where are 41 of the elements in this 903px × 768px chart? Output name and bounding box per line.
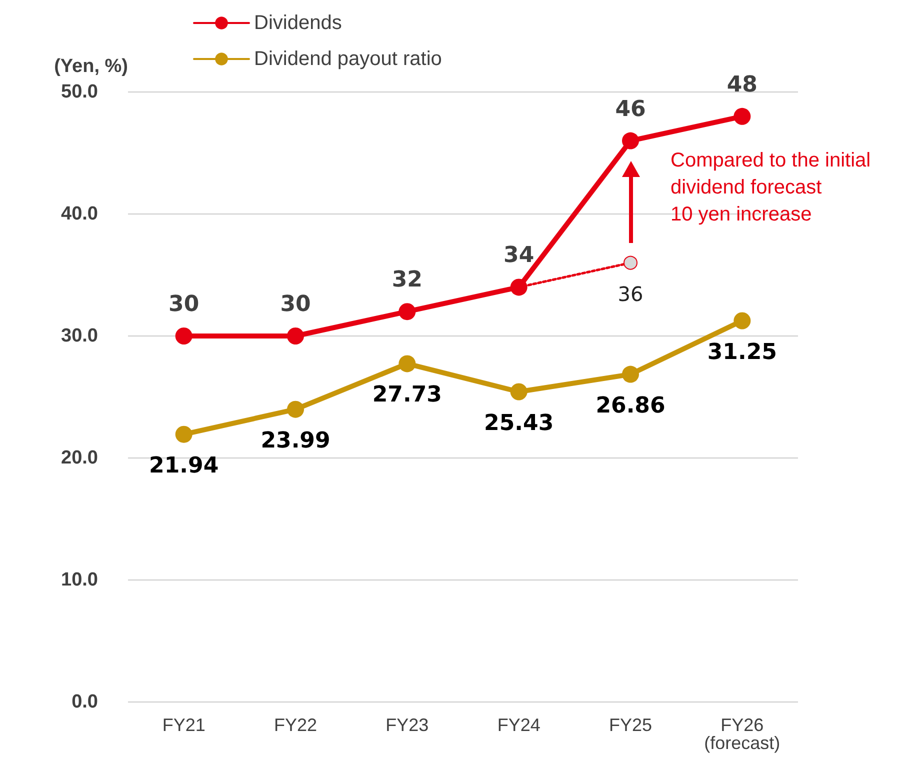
y-tick-label: 0.0 — [72, 692, 98, 712]
y-tick-label: 10.0 — [61, 570, 98, 590]
data-label: 23.99 — [260, 428, 330, 454]
data-label: 21.94 — [149, 453, 219, 478]
point — [734, 108, 751, 125]
data-label: 31.25 — [707, 340, 777, 365]
point — [287, 400, 304, 418]
annotation: Compared to the initial dividend forecast 10 yen increase — [670, 149, 871, 226]
point — [175, 328, 192, 344]
legend-label: Dividends — [254, 12, 342, 34]
y-tick-label: 30.0 — [61, 326, 98, 346]
y-tick-label: 20.0 — [61, 448, 98, 468]
point — [510, 383, 528, 400]
x-tick-label: FY22 — [274, 715, 318, 735]
point — [622, 366, 639, 383]
point — [398, 303, 416, 320]
data-label: 26.86 — [596, 393, 666, 418]
point — [622, 132, 639, 150]
data-label: 27.73 — [372, 382, 442, 408]
data-label: 25.43 — [484, 410, 554, 436]
data-label: 48 — [726, 72, 758, 98]
point — [398, 355, 416, 372]
x-tick-label: FY23 — [386, 715, 429, 735]
point — [287, 328, 304, 344]
y-axis-title: (Yen, %) — [54, 56, 128, 77]
data-label: 34 — [504, 243, 534, 268]
legend-label: Dividend payout ratio — [254, 48, 442, 70]
point — [624, 256, 638, 270]
data-label: 46 — [615, 96, 646, 122]
x-tick-label: FY24 — [497, 715, 540, 735]
x-tick-label: FY26 (forecast) — [704, 715, 780, 753]
x-tick-label: FY25 — [608, 715, 652, 735]
y-tick-label: 50.0 — [61, 82, 98, 102]
data-label: 30 — [280, 292, 311, 317]
data-label: 36 — [618, 282, 644, 306]
point — [175, 426, 192, 443]
x-tick-label: FY21 — [162, 715, 206, 735]
data-label: 30 — [168, 292, 200, 317]
y-tick-label: 40.0 — [61, 204, 98, 224]
point — [734, 312, 751, 330]
data-label: 32 — [392, 268, 422, 293]
